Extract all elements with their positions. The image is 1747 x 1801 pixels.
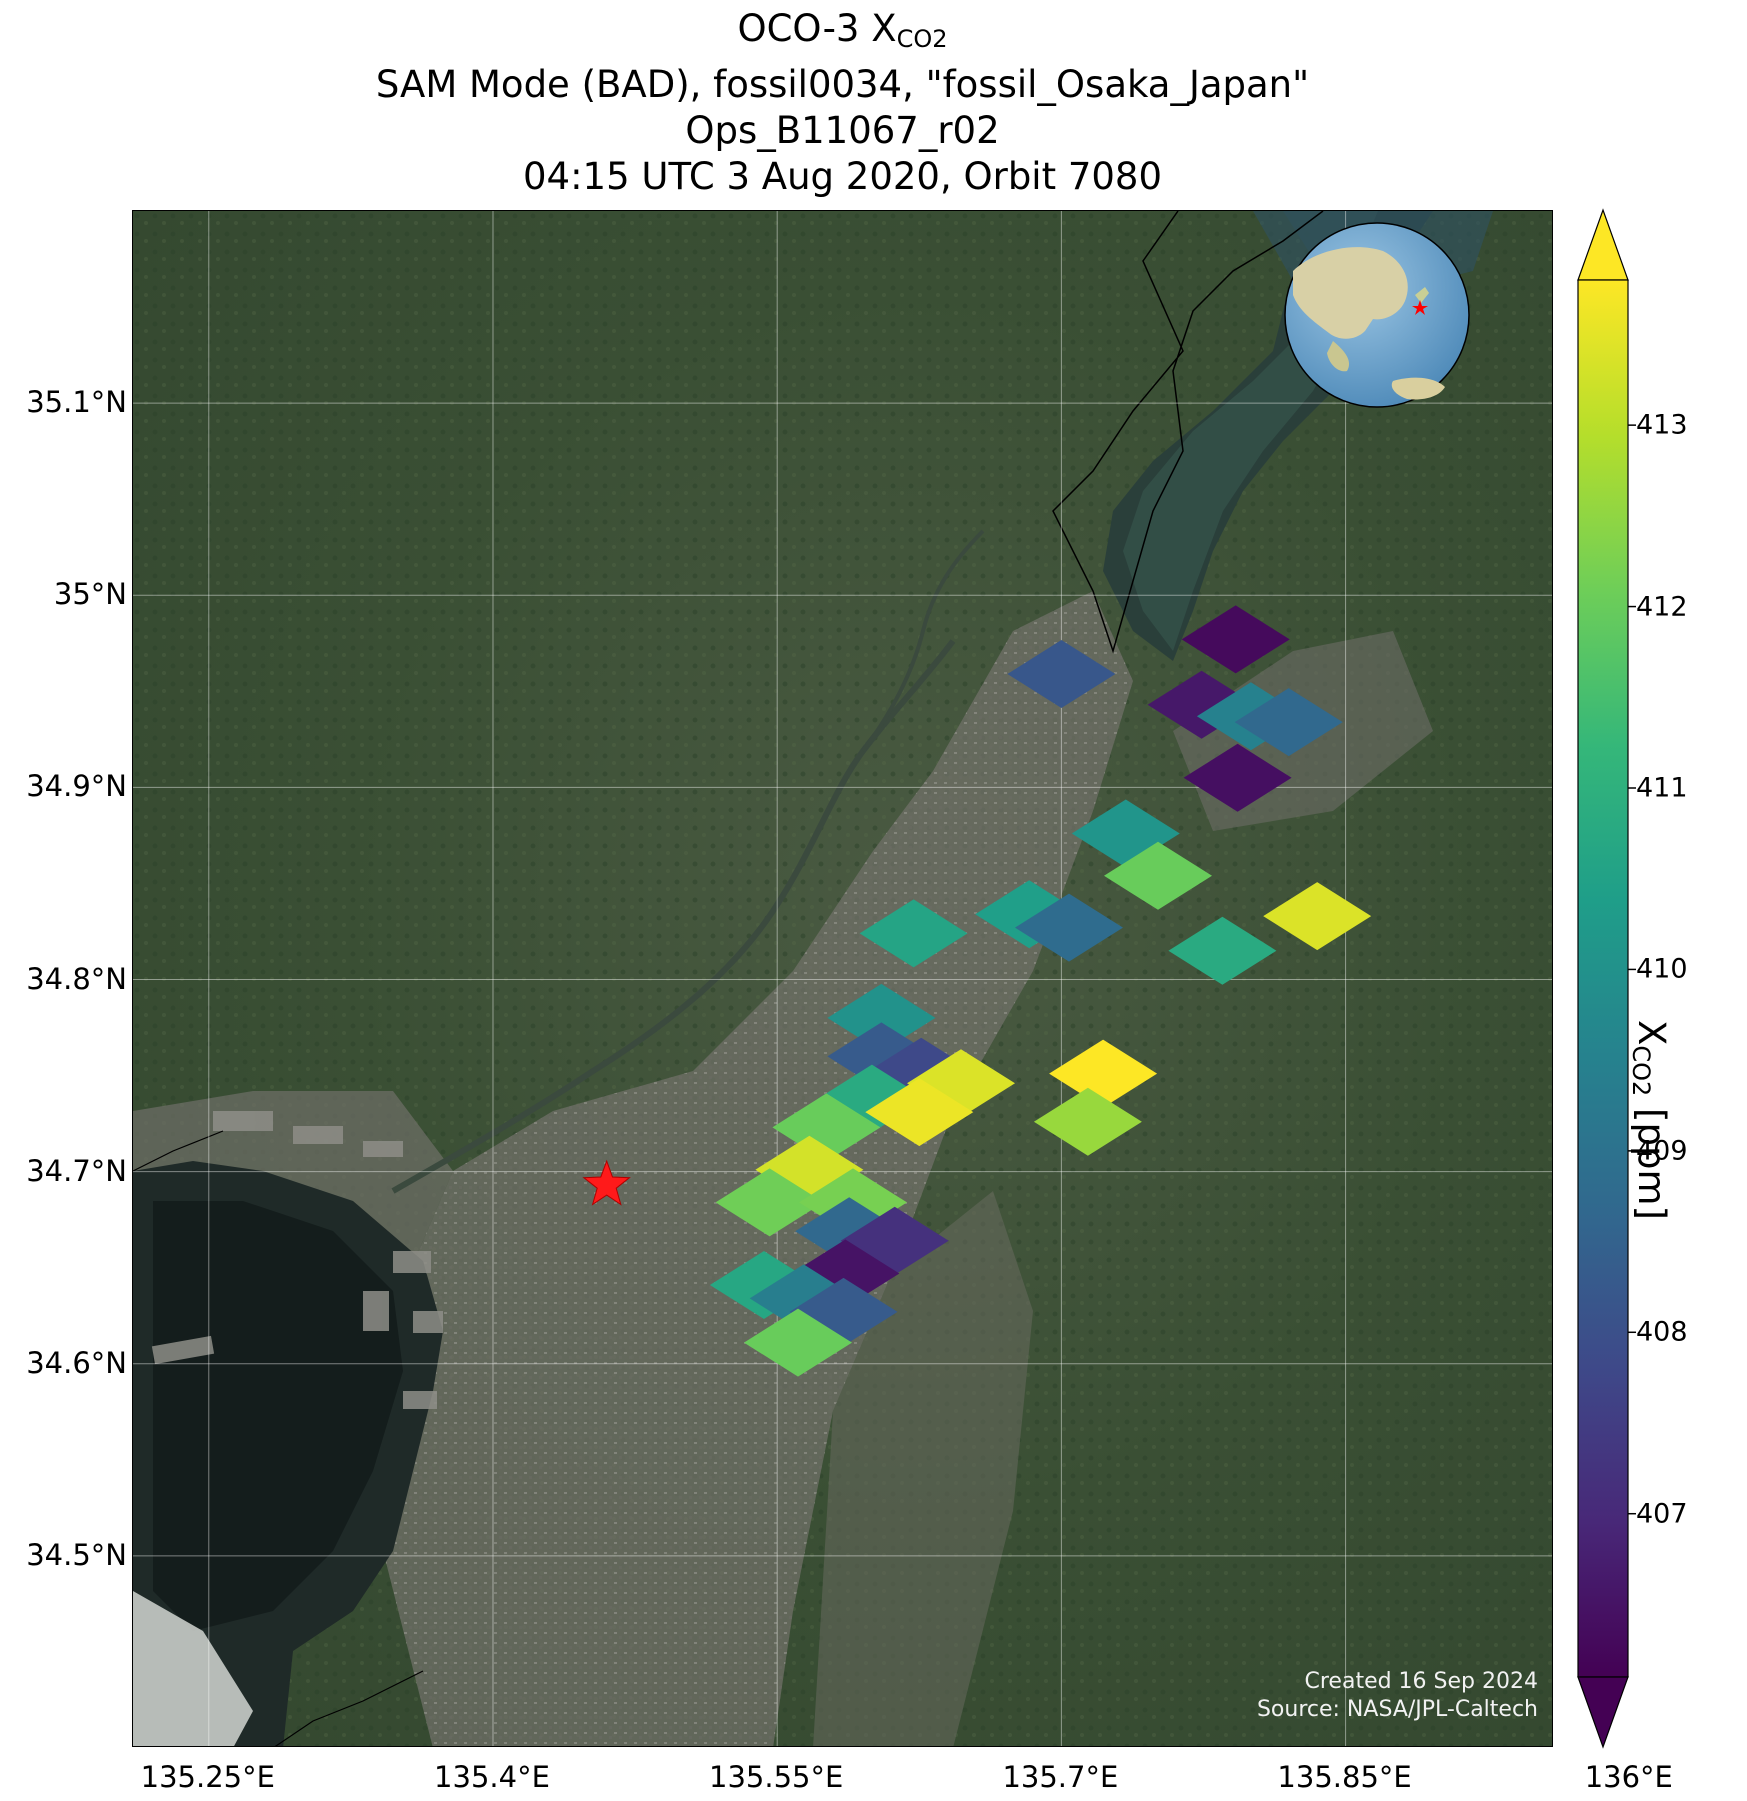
colorbar-tick-label: 411 (1636, 772, 1688, 804)
xco2-sounding[interactable] (1033, 1087, 1142, 1156)
title-line-3: Ops_B11067_r02 (685, 109, 1000, 152)
lon-tick-label: 135.4°E (434, 1760, 550, 1794)
globe-australia (1391, 377, 1445, 400)
gridlines (133, 211, 1552, 1746)
lon-tick-label: 135.85°E (1277, 1760, 1412, 1794)
colorbar-top-extend-triangle (1577, 208, 1629, 281)
title-line-1: OCO-3 XCO2 (737, 7, 948, 53)
prefecture-border-3 (274, 1670, 424, 1746)
colorbar-tick-label: 408 (1636, 1316, 1688, 1348)
urban-osaka-plain-texture (373, 591, 1133, 1746)
colorbar-tick-label: 413 (1636, 409, 1688, 441)
xco2-sounding[interactable] (1181, 605, 1290, 674)
colorbar-tick-label: 409 (1636, 1135, 1688, 1167)
lat-tick-label: 34.8°N (26, 961, 127, 996)
colorbar-tick-label: 407 (1636, 1498, 1688, 1530)
xco2-sounding[interactable] (827, 983, 936, 1052)
satellite-map[interactable] (133, 211, 1553, 1747)
lat-tick-label: 35°N (53, 577, 127, 612)
lat-tick-label: 34.7°N (26, 1153, 127, 1188)
xco2-sounding[interactable] (1015, 893, 1123, 962)
target-layer (582, 1159, 631, 1206)
xco2-soundings (709, 605, 1372, 1377)
xco2-sounding[interactable] (1263, 882, 1372, 951)
map-panel[interactable]: Created 16 Sep 2024 Source: NASA/JPL-Cal… (132, 210, 1553, 1747)
bay-southwest-light (133, 1591, 253, 1746)
title-line-2: SAM Mode (BAD), fossil0034, "fossil_Osak… (375, 63, 1310, 106)
kamo-river (861, 529, 985, 753)
lat-tick-label: 35.1°N (26, 385, 127, 420)
inset-globe (1284, 222, 1470, 408)
xco2-sounding[interactable] (744, 1308, 852, 1377)
xco2-sounding[interactable] (1049, 1039, 1158, 1108)
title-line-4: 04:15 UTC 3 Aug 2020, Orbit 7080 (522, 155, 1163, 198)
globe-target-star-icon (1412, 300, 1428, 315)
source-credit: Source: NASA/JPL-Caltech (1256, 1697, 1538, 1722)
harbor-piers (151, 1111, 443, 1409)
lat-tick-label: 34.6°N (26, 1345, 127, 1380)
colorbar-tick-label: 410 (1636, 953, 1688, 985)
colorbar-bottom-extend-triangle (1577, 1676, 1629, 1749)
colorbar-gradient (1577, 279, 1629, 1678)
lon-tick-label: 135.25°E (140, 1760, 275, 1794)
colorbar-label: XCO2 [ppm] (1627, 1020, 1673, 1220)
lat-tick-label: 34.5°N (26, 1537, 127, 1572)
xco2-sounding[interactable] (1168, 916, 1277, 985)
xco2-sounding[interactable] (859, 899, 968, 968)
lon-tick-label: 135.55°E (709, 1760, 844, 1794)
xco2-sounding[interactable] (865, 1078, 974, 1147)
colorbar (1577, 208, 1636, 1749)
xco2-sounding[interactable] (715, 1168, 824, 1237)
xco2-sounding[interactable] (1183, 743, 1292, 812)
globe-japan (1415, 287, 1429, 303)
xco2-sounding[interactable] (1007, 640, 1116, 708)
bay-inner-water (153, 1201, 403, 1631)
prefecture-border-2 (133, 1130, 224, 1172)
plot-title: OCO-3 XCO2 SAM Mode (BAD), fossil0034, "… (132, 6, 1553, 200)
lon-tick-label: 135.7°E (1002, 1760, 1119, 1794)
prefecture-border (1052, 211, 1324, 654)
lat-tick-label: 34.9°N (26, 769, 127, 804)
colorbar-tick-marks (1628, 424, 1636, 1515)
globe-asia-landmass (1293, 247, 1408, 339)
colorbar-tick-label: 412 (1636, 591, 1688, 623)
xco2-sounding[interactable] (1071, 799, 1180, 868)
globe-southeast-asia (1327, 341, 1350, 372)
target-star-icon[interactable] (582, 1159, 631, 1206)
xco2-sounding[interactable] (1104, 841, 1212, 910)
lon-tick-label: 136°E (1584, 1760, 1673, 1794)
xco2-sounding[interactable] (1234, 688, 1343, 757)
created-date: Created 16 Sep 2024 (1304, 1669, 1539, 1694)
